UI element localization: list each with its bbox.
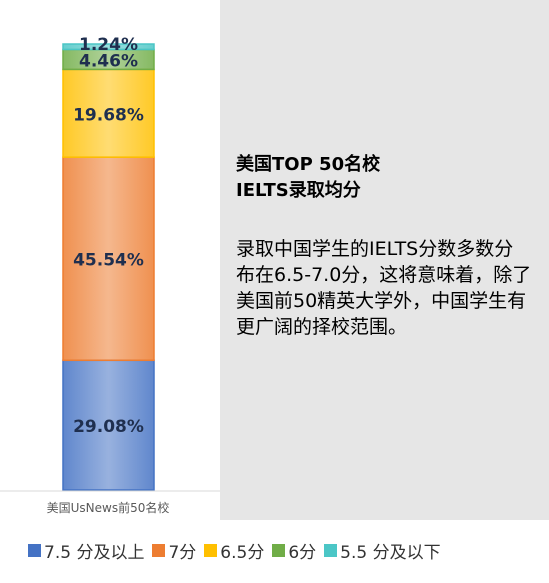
legend-item-2: 7分 — [152, 538, 196, 563]
chart-panel: 29.08% 45.54% 19.68% 4.46% 1.24% 美国UsNews前50名… — [0, 0, 220, 520]
legend-item-5: 5.5 分及以下 — [324, 538, 441, 563]
legend-label: 7.5 分及以上 — [44, 542, 145, 563]
legend-swatch — [272, 543, 286, 557]
legend-swatch — [324, 543, 338, 557]
legend-label: 6分 — [288, 542, 317, 563]
bar-segment-5 — [62, 43, 155, 51]
info-title: 美国TOP 50名校 IELTS录取均分 — [236, 154, 381, 201]
x-tick-label: 美国UsNews前50名校 — [47, 500, 170, 515]
data-label-1: 29.08% — [73, 417, 144, 437]
chart-legend: 7.5 分及以上 7分 6.5分 6分 5.5 分及以下 — [28, 536, 543, 564]
legend-label: 7分 — [168, 542, 197, 563]
data-label-2: 45.54% — [73, 251, 144, 271]
legend-item-4: 6分 — [272, 538, 316, 563]
legend-item-3: 6.5分 — [204, 538, 264, 563]
legend-swatch — [204, 543, 218, 557]
stacked-bar-chart: 29.08% 45.54% 19.68% 4.46%1.24% 美国UsNews前50名… — [0, 35, 220, 515]
info-panel: 美国TOP 50名校 IELTS录取均分 录取中国学生的IELTS分数多数分布在… — [220, 0, 549, 520]
data-label-5: 1.24% — [79, 35, 138, 55]
legend-label: 6.5分 — [220, 542, 265, 563]
legend-item-1: 7.5 分及以上 — [28, 538, 144, 563]
data-label-3: 19.68% — [73, 105, 144, 125]
info-body: 录取中国学生的IELTS分数多数分布在6.5-7.0分，这将意味着，除了美国前5… — [236, 238, 532, 338]
bar-segment-2 — [62, 156, 155, 362]
legend-swatch — [152, 543, 166, 557]
legend-swatch — [28, 543, 41, 557]
bar-segment-1 — [62, 359, 155, 491]
data-label-4: 4.46% — [79, 51, 138, 71]
legend-label: 5.5 分及以下 — [340, 542, 441, 563]
